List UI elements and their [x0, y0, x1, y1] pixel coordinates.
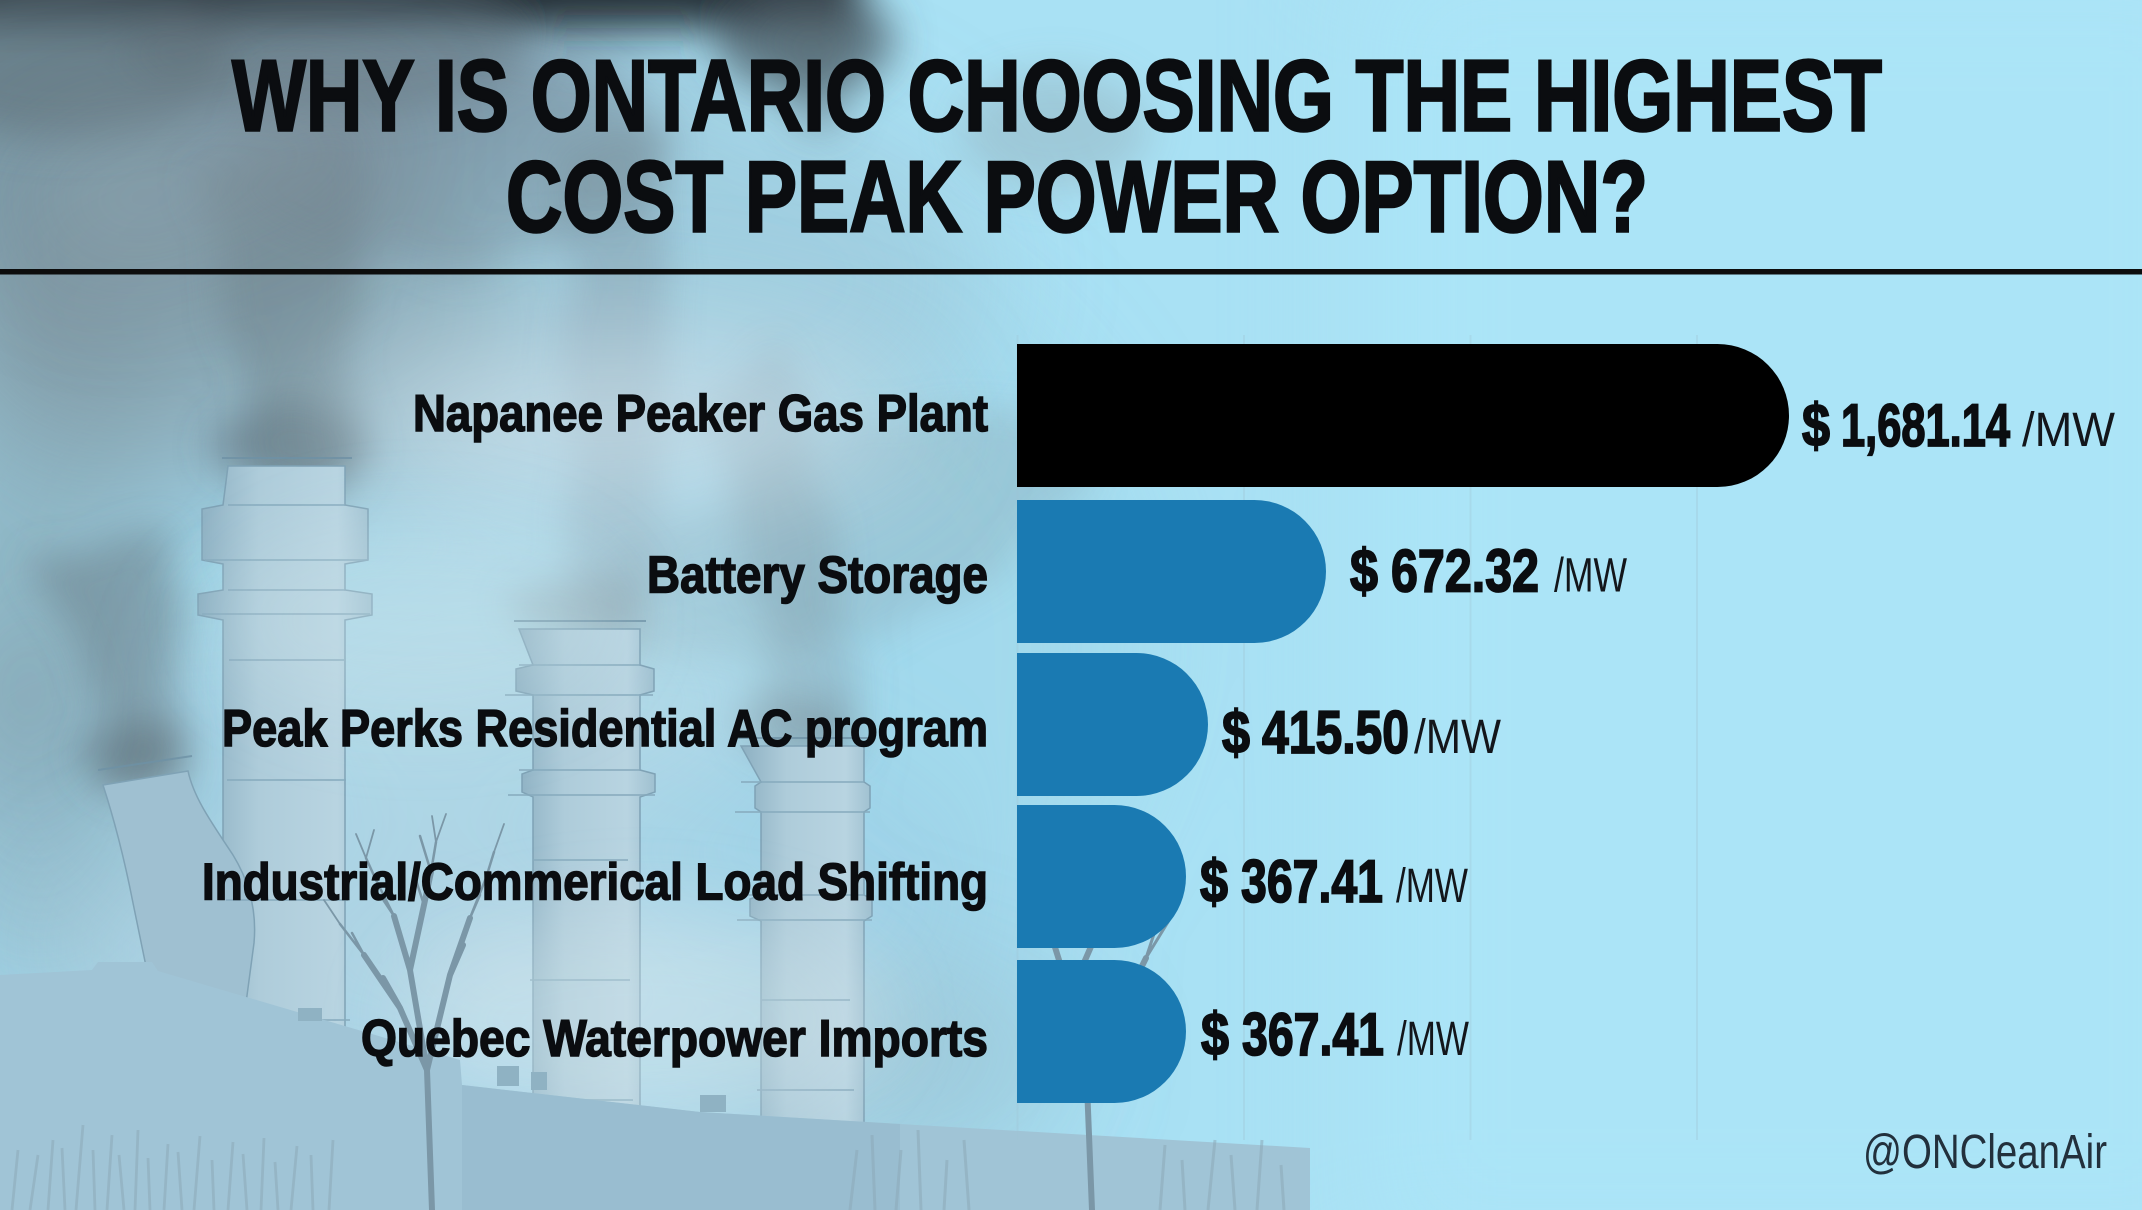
svg-text:/MW: /MW: [1414, 711, 1502, 764]
svg-text:COST PEAK POWER OPTION?: COST PEAK POWER OPTION?: [506, 142, 1648, 254]
svg-text:/MW: /MW: [1554, 550, 1628, 603]
svg-text:Quebec Waterpower Imports: Quebec Waterpower Imports: [361, 1010, 988, 1068]
svg-text:$: $: [1200, 848, 1228, 915]
svg-text:Battery Storage: Battery Storage: [647, 547, 988, 605]
svg-text:Napanee Peaker Gas Plant: Napanee Peaker Gas Plant: [413, 385, 988, 443]
svg-text:@ONCleanAir: @ONCleanAir: [1863, 1126, 2107, 1179]
svg-text:$: $: [1201, 1001, 1229, 1068]
svg-text:/MW: /MW: [2022, 404, 2116, 457]
svg-text:$: $: [1350, 538, 1378, 605]
svg-text:/MW: /MW: [1396, 860, 1469, 913]
svg-text:672.32: 672.32: [1391, 538, 1539, 605]
svg-text:367.41: 367.41: [1241, 848, 1383, 915]
svg-text:Industrial/Commerical Load Shi: Industrial/Commerical Load Shifting: [202, 854, 988, 912]
svg-text:/MW: /MW: [1397, 1013, 1470, 1066]
svg-text:$: $: [1222, 699, 1250, 766]
svg-text:$: $: [1802, 392, 1830, 459]
svg-text:WHY IS ONTARIO CHOOSING THE HI: WHY IS ONTARIO CHOOSING THE HIGHEST: [232, 41, 1882, 153]
svg-text:415.50: 415.50: [1262, 699, 1409, 766]
svg-text:367.41: 367.41: [1242, 1001, 1384, 1068]
svg-text:Peak Perks Residential AC prog: Peak Perks Residential AC program: [222, 700, 988, 758]
svg-text:1,681.14: 1,681.14: [1841, 392, 2010, 459]
